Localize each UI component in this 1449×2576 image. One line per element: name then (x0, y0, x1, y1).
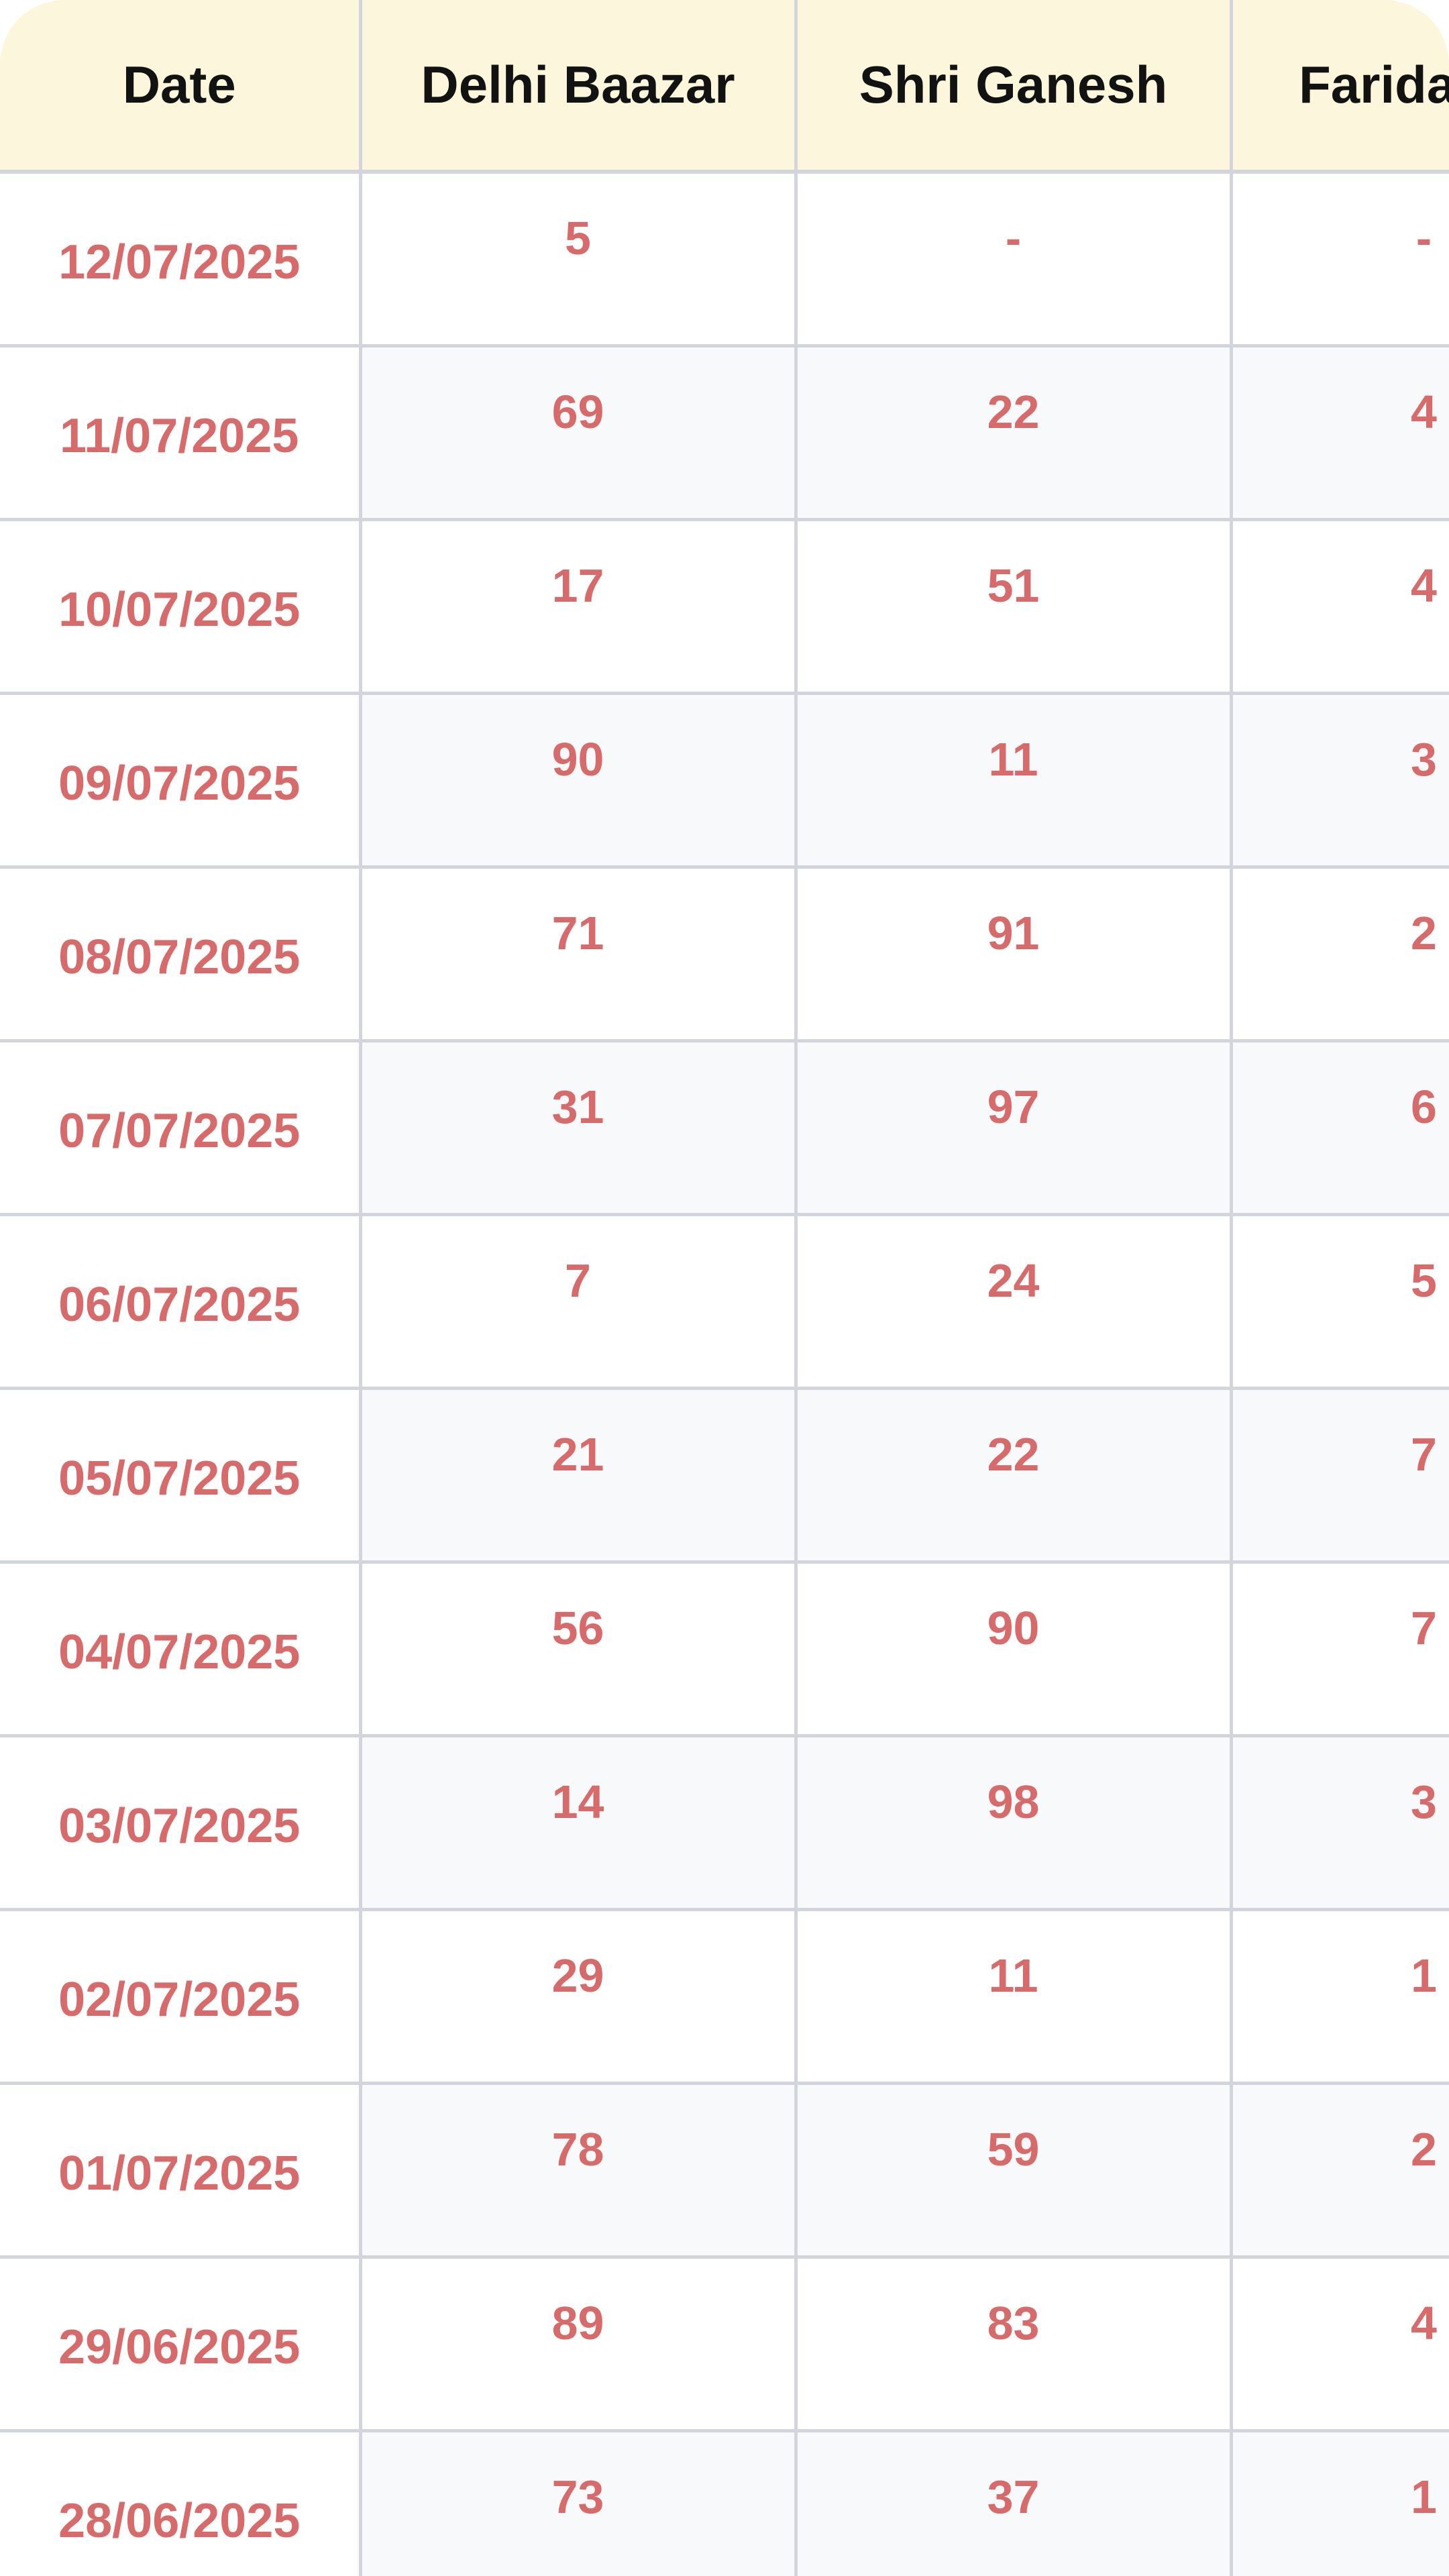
shri-ganesh-cell: 59 (796, 2083, 1233, 2259)
header-faridabad: Faridabad (1231, 0, 1449, 174)
date-cell: 11/07/2025 (0, 345, 362, 521)
delhi-baazar-cell: 90 (360, 693, 798, 869)
date-cell: 03/07/2025 (0, 1735, 362, 1911)
date-cell-text: 09/07/2025 (58, 757, 301, 810)
faridabad-cell: 7 (1231, 1562, 1449, 1737)
header-row: Date Delhi Baazar Shri Ganesh Faridabad (0, 0, 1449, 174)
delhi-baazar-cell: 17 (360, 519, 798, 695)
shri-ganesh-cell: 90 (796, 1562, 1233, 1737)
faridabad-cell: 4 (1231, 345, 1449, 521)
table-row: 28/06/2025 73 37 1 (0, 2430, 1449, 2576)
table-row: 01/07/2025 78 59 2 (0, 2083, 1449, 2259)
shri-ganesh-cell: 22 (796, 345, 1233, 521)
date-cell: 07/07/2025 (0, 1040, 362, 1216)
table-row: 05/07/2025 21 22 7 (0, 1388, 1449, 1564)
faridabad-cell: - (1231, 172, 1449, 347)
date-cell-text: 12/07/2025 (58, 235, 301, 289)
shri-ganesh-cell: 22 (796, 1388, 1233, 1564)
header-date: Date (0, 0, 362, 174)
shri-ganesh-cell: 51 (796, 519, 1233, 695)
table-body: 12/07/2025 5- -11/07/2025 69 22 4 10/07/2025 17… (0, 172, 1449, 2576)
delhi-baazar-cell: 7 (360, 1214, 798, 1390)
shri-ganesh-cell: 83 (796, 2257, 1233, 2432)
delhi-baazar-cell: 89 (360, 2257, 798, 2432)
delhi-baazar-cell: 78 (360, 2083, 798, 2259)
shri-ganesh-cell: - (796, 172, 1233, 347)
faridabad-cell: 2 (1231, 867, 1449, 1042)
shri-ganesh-cell: 91 (796, 867, 1233, 1042)
delhi-baazar-cell: 21 (360, 1388, 798, 1564)
faridabad-cell: 5 (1231, 1214, 1449, 1390)
faridabad-cell: 4 (1231, 519, 1449, 695)
date-cell: 05/07/2025 (0, 1388, 362, 1564)
delhi-baazar-cell: 71 (360, 867, 798, 1042)
date-cell-text: 28/06/2025 (58, 2494, 301, 2548)
date-cell: 01/07/2025 (0, 2083, 362, 2259)
date-cell-text: 05/07/2025 (58, 1452, 301, 1505)
table-row: 03/07/2025 14 98 3 (0, 1735, 1449, 1911)
faridabad-cell: 3 (1231, 693, 1449, 869)
table-row: 09/07/2025 90 11 3 (0, 693, 1449, 869)
date-cell: 02/07/2025 (0, 1909, 362, 2085)
faridabad-cell: 7 (1231, 1388, 1449, 1564)
delhi-baazar-cell: 5 (360, 172, 798, 347)
table-row: 11/07/2025 69 22 4 (0, 345, 1449, 521)
date-cell: 29/06/2025 (0, 2257, 362, 2432)
delhi-baazar-cell: 14 (360, 1735, 798, 1911)
table-header: Date Delhi Baazar Shri Ganesh Faridabad (0, 0, 1449, 174)
date-cell: 28/06/2025 (0, 2430, 362, 2576)
faridabad-cell: 6 (1231, 1040, 1449, 1216)
date-cell: 10/07/2025 (0, 519, 362, 695)
date-cell: 06/07/2025 (0, 1214, 362, 1390)
faridabad-cell: 4 (1231, 2257, 1449, 2432)
date-cell-text: 29/06/2025 (58, 2320, 301, 2374)
delhi-baazar-cell: 56 (360, 1562, 798, 1737)
faridabad-cell: 1 (1231, 2430, 1449, 2576)
date-cell-text: 01/07/2025 (58, 2147, 301, 2200)
date-cell: 09/07/2025 (0, 693, 362, 869)
shri-ganesh-cell: 37 (796, 2430, 1233, 2576)
date-cell-text: 06/07/2025 (58, 1278, 301, 1332)
header-shri-ganesh: Shri Ganesh (796, 0, 1233, 174)
date-cell-text: 10/07/2025 (58, 583, 301, 637)
date-cell-text: 03/07/2025 (58, 1799, 301, 1853)
delhi-baazar-cell: 31 (360, 1040, 798, 1216)
shri-ganesh-cell: 97 (796, 1040, 1233, 1216)
table-row: 06/07/2025 7 24 5 (0, 1214, 1449, 1390)
shri-ganesh-cell: 11 (796, 1909, 1233, 2085)
header-delhi-baazar: Delhi Baazar (360, 0, 798, 174)
date-cell-text: 11/07/2025 (60, 409, 299, 463)
table-row: 08/07/2025 71 91 2 (0, 867, 1449, 1042)
delhi-baazar-cell: 29 (360, 1909, 798, 2085)
date-cell-text: 07/07/2025 (58, 1104, 301, 1158)
table-row: 02/07/2025 29 11 1 (0, 1909, 1449, 2085)
date-cell-text: 04/07/2025 (58, 1625, 301, 1679)
table-row: 04/07/2025 56 90 7 (0, 1562, 1449, 1737)
faridabad-cell: 1 (1231, 1909, 1449, 2085)
date-cell: 12/07/2025 (0, 172, 362, 347)
shri-ganesh-cell: 98 (796, 1735, 1233, 1911)
shri-ganesh-cell: 11 (796, 693, 1233, 869)
shri-ganesh-cell: 24 (796, 1214, 1233, 1390)
table-row: 07/07/2025 31 97 6 (0, 1040, 1449, 1216)
date-cell: 08/07/2025 (0, 867, 362, 1042)
delhi-baazar-cell: 73 (360, 2430, 798, 2576)
delhi-baazar-cell: 69 (360, 345, 798, 521)
faridabad-cell: 2 (1231, 2083, 1449, 2259)
date-cell-text: 08/07/2025 (58, 930, 301, 984)
table-row: 29/06/2025 89 83 4 (0, 2257, 1449, 2432)
table-row: 10/07/2025 17 51 4 (0, 519, 1449, 695)
date-cell-text: 02/07/2025 (58, 1973, 301, 2027)
faridabad-cell: 3 (1231, 1735, 1449, 1911)
table-row: 12/07/2025 5- - (0, 172, 1449, 347)
date-cell: 04/07/2025 (0, 1562, 362, 1737)
